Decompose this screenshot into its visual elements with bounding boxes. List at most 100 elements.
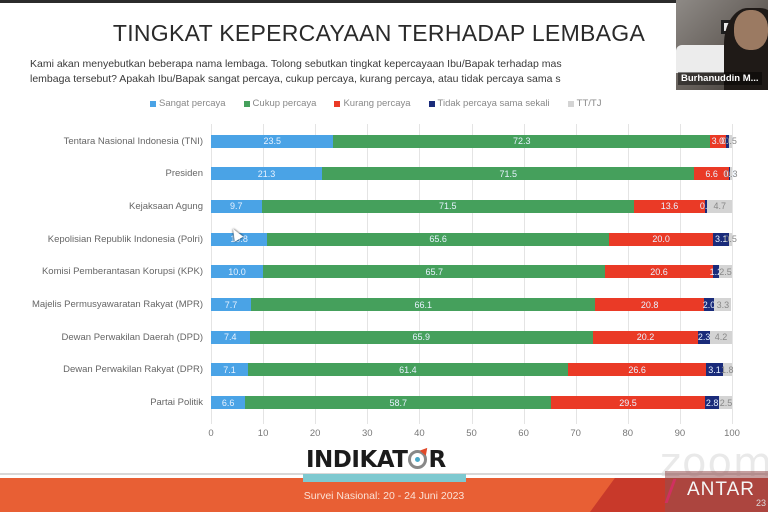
x-axis-tick-label: 70 xyxy=(570,428,581,439)
category-label: Dewan Perwakilan Daerah (DPD) xyxy=(61,331,204,343)
legend-label: Kurang percaya xyxy=(343,98,411,109)
bar-segment: 3.1 xyxy=(706,363,723,377)
x-axis-tick-label: 80 xyxy=(622,428,634,439)
legend-label: Cukup percaya xyxy=(252,98,317,109)
data-label: 65.7 xyxy=(425,266,443,277)
data-label: 7.7 xyxy=(224,299,238,310)
data-label: 0.5 xyxy=(724,136,737,146)
bar-segment: 7.1 xyxy=(211,363,248,377)
bar-segment: 0.5 xyxy=(724,232,737,246)
legend-item: Cukup percaya xyxy=(243,98,317,109)
data-label: 71.5 xyxy=(439,201,457,212)
bar-segment: 7.7 xyxy=(211,298,252,311)
data-label: 72.3 xyxy=(512,136,531,146)
bar-segment: 3.1 xyxy=(713,232,730,246)
bar-segment: 29.5 xyxy=(551,396,705,410)
bar-row: 10.0 65.7 20.6 1.2 2.5 xyxy=(211,265,732,279)
legend-swatch-icon xyxy=(567,100,574,107)
data-label: 29.5 xyxy=(619,397,637,408)
x-axis-tick-label: 0 xyxy=(208,428,214,439)
bar-segment: 7.4 xyxy=(211,330,250,344)
logo-text-prefix: INDIKAT xyxy=(306,447,408,473)
bar-segment: 23.5 xyxy=(211,134,334,148)
legend-swatch-icon xyxy=(243,100,250,107)
data-label: 0.3 xyxy=(723,169,736,179)
bar-segment: 2.3 xyxy=(697,330,711,344)
logo-target-icon xyxy=(408,450,428,469)
bar-segment: 61.4 xyxy=(247,363,568,377)
antara-logo-icon xyxy=(664,479,690,503)
data-label: 0.3 xyxy=(724,168,738,179)
category-label: Kejaksaan Agung xyxy=(129,200,203,212)
x-axis-tick-label: 50 xyxy=(466,428,477,439)
bar-segment: 20.6 xyxy=(605,265,713,279)
survey-question-line-2: lembaga tersebut? Apakah Ibu/Bapak sanga… xyxy=(30,73,561,85)
bar-row: 7.4 65.9 20.2 2.3 4.2 xyxy=(211,330,732,344)
bar-row: 7.1 61.4 26.6 3.1 1.8 xyxy=(211,363,734,377)
bar-segment: 72.3 xyxy=(333,134,711,148)
video-thumbnail[interactable]: Burhanuddin M... xyxy=(676,0,768,90)
bar-segment: 1.8 xyxy=(721,363,734,377)
data-label: 6.6 xyxy=(221,397,235,408)
data-label: 7.4 xyxy=(224,332,237,343)
legend-swatch-icon xyxy=(334,100,341,107)
data-label: 10.8 xyxy=(230,234,248,245)
bar-segment: 6.6 xyxy=(694,167,729,181)
data-label: 26.6 xyxy=(628,364,646,375)
x-axis-tick-label: 90 xyxy=(674,428,686,439)
data-label: 0.7 xyxy=(721,136,734,146)
bar-row: 6.6 58.7 29.5 2.8 2.5 xyxy=(211,396,733,410)
data-label: 20.2 xyxy=(636,332,655,343)
data-label: 2.8 xyxy=(705,397,719,408)
antara-watermark: ANTAR 23 xyxy=(664,471,768,512)
footer-accent-teal xyxy=(303,474,466,482)
data-label: 2.3 xyxy=(697,332,711,343)
x-axis-tick-label: 30 xyxy=(362,428,373,439)
participant-name-label: Burhanuddin M... xyxy=(678,72,762,85)
data-label: 3.1 xyxy=(715,234,728,245)
bar-segment: 0.5 xyxy=(724,134,737,148)
survey-question: Kami akan menyebutkan beberapa nama lemb… xyxy=(30,57,720,87)
legend-item: TT/TJ xyxy=(567,98,601,109)
legend-swatch-icon xyxy=(428,100,435,107)
bar-row: 10.8 65.6 20.0 3.1 0.5 xyxy=(211,232,737,246)
bar-segment: 0.3 xyxy=(725,167,737,181)
bar-segment: 3.0 xyxy=(710,134,726,148)
bar-segment: 6.6 xyxy=(211,396,246,410)
data-label: 13.6 xyxy=(660,201,679,212)
bar-segment: 20.2 xyxy=(592,330,699,344)
bar-segment: 66.1 xyxy=(251,298,596,311)
legend-item: Sangat percaya xyxy=(150,98,226,109)
bar-row: 7.7 66.1 20.8 2.0 3.3 xyxy=(211,298,732,311)
data-label: 7.1 xyxy=(223,364,236,375)
bar-segment: 0.3 xyxy=(723,167,736,181)
category-label: Presiden xyxy=(165,168,204,180)
data-label: 0.5 xyxy=(724,234,737,245)
data-label: 21.3 xyxy=(257,168,276,179)
bar-segment: 71.5 xyxy=(261,199,635,213)
data-label: 6.6 xyxy=(705,168,718,179)
bar-segment: 13.6 xyxy=(634,199,705,213)
indikator-logo: INDIKAT R xyxy=(306,447,446,473)
bar-segment: 0.7 xyxy=(721,134,734,148)
data-label: 4.2 xyxy=(714,332,728,343)
bar-row: 9.7 71.5 13.6 0.5 4.7 xyxy=(211,199,732,213)
x-axis-tick-label: 20 xyxy=(309,428,321,439)
data-label: 3.3 xyxy=(716,299,730,310)
data-label: 20.6 xyxy=(650,266,668,277)
data-label: 1.2 xyxy=(709,266,723,277)
bar-segment: 65.7 xyxy=(263,265,606,279)
legend-swatch-icon xyxy=(150,100,156,107)
data-label: 1.8 xyxy=(721,364,734,375)
bar-segment: 71.5 xyxy=(321,167,695,181)
bar-row: 21.371.56.60.30.3 xyxy=(211,167,737,181)
slide-title: TINGKAT KEPERCAYAAN TERHADAP LEMBAGA xyxy=(112,20,646,46)
data-label: 3.1 xyxy=(708,364,721,375)
window-top-border xyxy=(0,0,768,3)
data-label: 20.0 xyxy=(652,234,670,245)
bar-segment: 1.2 xyxy=(710,265,722,279)
legend-label: Tidak percaya sama sekali xyxy=(437,98,550,109)
x-axis-tick-label: 10 xyxy=(257,428,269,439)
data-label: 2.5 xyxy=(719,397,733,408)
bar-segment: 58.7 xyxy=(245,396,552,410)
